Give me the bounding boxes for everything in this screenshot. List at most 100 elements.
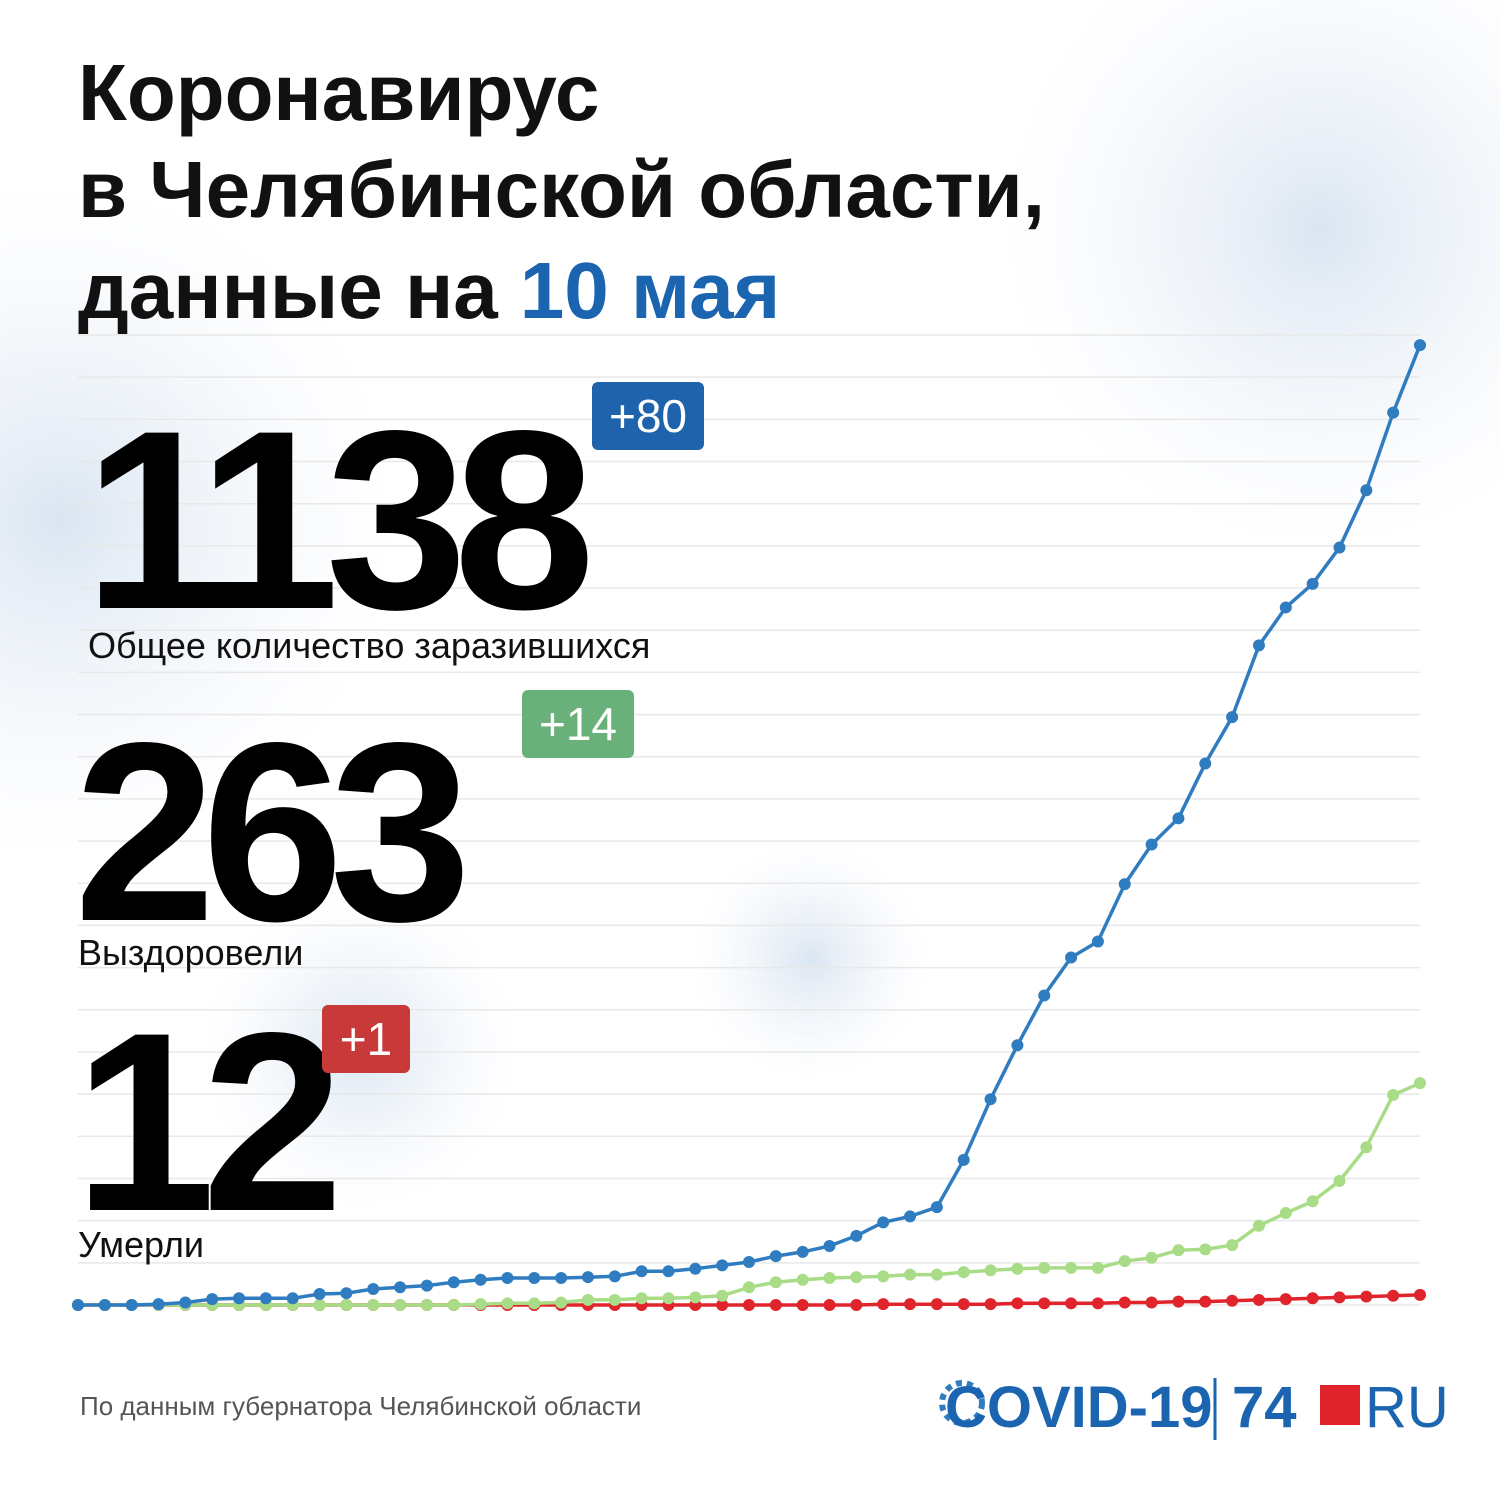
stat-value: 12 [74, 980, 334, 1265]
data-point [743, 1281, 755, 1294]
data-point [984, 1264, 997, 1277]
data-point [957, 1266, 970, 1279]
data-point [313, 1299, 326, 1311]
data-point [662, 1292, 675, 1305]
data-point [689, 1291, 702, 1304]
data-point [1011, 1262, 1024, 1275]
data-point [1091, 935, 1104, 948]
data-point [501, 1297, 514, 1310]
logo-project: COVID-19 [945, 1375, 1213, 1440]
data-point [447, 1299, 460, 1311]
data-point [367, 1299, 380, 1311]
data-point [984, 1093, 997, 1106]
data-point [1306, 1292, 1319, 1305]
stat-label: Общее количество заразившихся [88, 625, 650, 666]
data-point [1252, 1293, 1265, 1306]
logo-site: 74 [1232, 1375, 1297, 1440]
data-point [1333, 541, 1346, 554]
data-point [1414, 1288, 1426, 1301]
logo-icon [939, 1380, 985, 1426]
data-point [716, 1299, 729, 1311]
data-point [1118, 1255, 1131, 1268]
data-point [796, 1245, 809, 1258]
data-point [474, 1273, 487, 1286]
data-point [1199, 1243, 1212, 1256]
change-label: +80 [609, 390, 687, 442]
plot [72, 339, 1426, 1311]
data-point [904, 1298, 917, 1311]
data-point [501, 1272, 514, 1285]
stat-value: 1138 [84, 378, 587, 663]
data-point [1172, 1244, 1185, 1257]
data-point [98, 1299, 111, 1311]
data-point [555, 1272, 568, 1285]
source-note: По данным губернатора Челябинской област… [80, 1391, 641, 1421]
data-point [394, 1299, 407, 1311]
logo: COVID-19 74 RU [939, 1375, 1449, 1440]
change-badge [522, 690, 634, 758]
data-point [528, 1272, 541, 1285]
data-point [1145, 1296, 1158, 1309]
data-point [286, 1292, 299, 1305]
data-point [1065, 951, 1078, 964]
data-point [1279, 1207, 1292, 1220]
data-point [1306, 577, 1319, 590]
data-point [1065, 1297, 1078, 1310]
data-point [1252, 1219, 1265, 1232]
data-point [662, 1265, 675, 1278]
data-point [850, 1271, 863, 1284]
data-point [1360, 484, 1373, 497]
data-point [152, 1298, 165, 1311]
data-point [179, 1296, 192, 1309]
text-layer: Коронавирус в Челябинской области, данны… [74, 48, 1449, 1440]
stat-label: Выздоровели [78, 932, 303, 973]
data-point [1360, 1141, 1373, 1154]
data-point [125, 1299, 138, 1311]
data-point [1172, 812, 1185, 825]
data-point [850, 1299, 863, 1311]
data-point [1199, 757, 1212, 770]
data-point [904, 1210, 917, 1223]
data-point [1226, 711, 1239, 724]
data-point [1360, 1290, 1373, 1303]
background-virus [1000, 0, 1500, 550]
data-point [877, 1298, 890, 1311]
data-point [394, 1281, 407, 1294]
data-point [1387, 1289, 1400, 1302]
data-point [930, 1201, 943, 1214]
data-point [1118, 878, 1131, 891]
data-point [1279, 601, 1292, 614]
data-point [823, 1239, 836, 1252]
data-point [233, 1292, 246, 1305]
data-point [528, 1297, 541, 1310]
data-point [769, 1276, 782, 1289]
data-point [1118, 1296, 1131, 1309]
data-point [1011, 1039, 1024, 1052]
data-point [447, 1276, 460, 1289]
title-line: данные на 10 мая [78, 246, 780, 335]
data-point [877, 1216, 890, 1229]
data-point [608, 1270, 621, 1283]
data-point [1387, 1088, 1400, 1101]
data-point [796, 1299, 809, 1311]
data-point [743, 1299, 755, 1311]
data-point [823, 1272, 836, 1285]
data-point [716, 1289, 729, 1302]
data-point [1333, 1291, 1346, 1304]
data-point [474, 1298, 487, 1311]
logo-square [1320, 1385, 1360, 1425]
data-point [1333, 1175, 1346, 1188]
stat-value: 263 [74, 690, 463, 975]
data-point [1038, 1297, 1051, 1310]
data-point [420, 1299, 433, 1311]
data-point [206, 1293, 219, 1306]
data-point [1414, 1077, 1426, 1090]
title-text: данные на [78, 246, 498, 335]
data-point [1387, 406, 1400, 419]
data-point [635, 1292, 648, 1305]
data-point [1252, 639, 1265, 652]
data-point [769, 1250, 782, 1263]
data-point [904, 1268, 917, 1281]
